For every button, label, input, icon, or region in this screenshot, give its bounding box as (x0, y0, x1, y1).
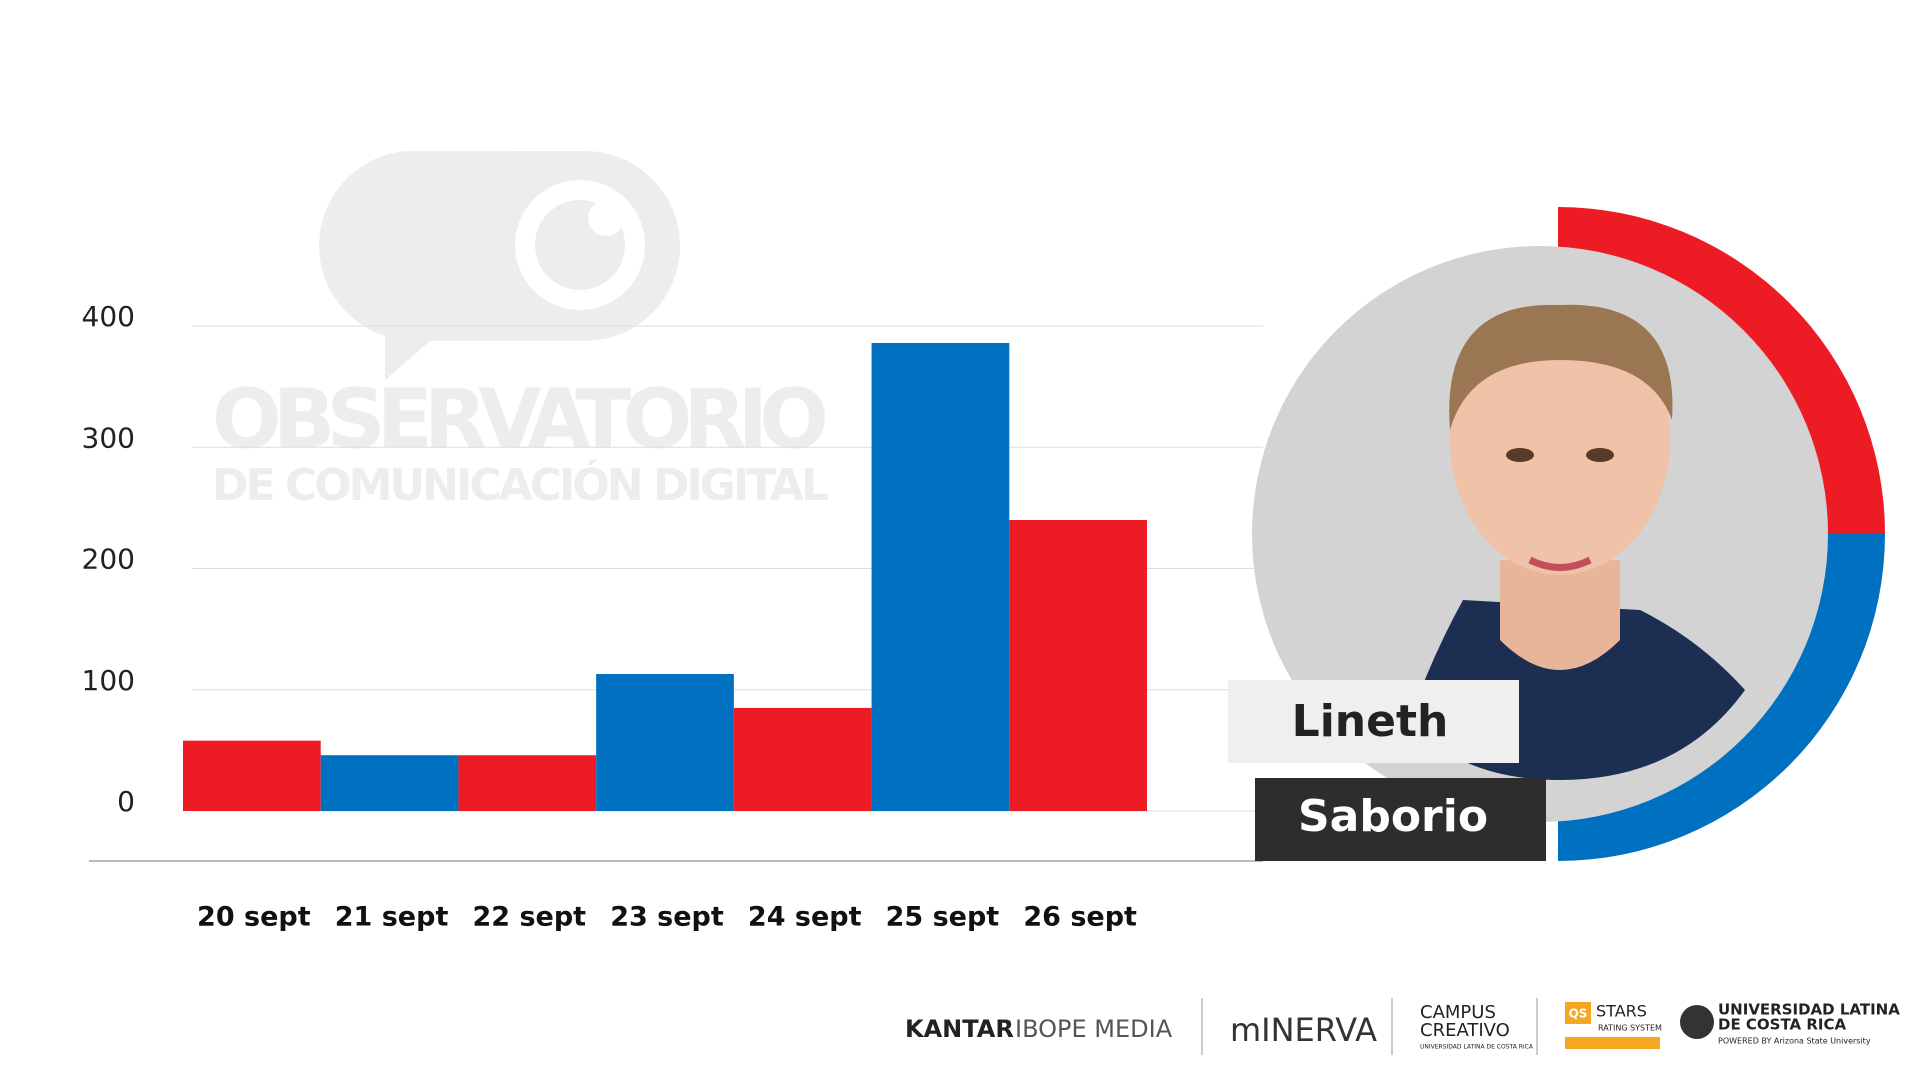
logo-creativo: CREATIVO (1420, 1020, 1510, 1041)
bar (320, 755, 459, 811)
bar (596, 673, 734, 811)
first-name: Lineth (1292, 696, 1449, 747)
portrait-eye (1586, 448, 1614, 462)
x-tick-label: 23 sept (610, 902, 724, 933)
logo-rating: RATING SYSTEM (1598, 1024, 1662, 1033)
footer: KANTAR IBOPE MEDIA mINERVA CAMPUS CREATI… (905, 998, 1900, 1055)
logo-kantar: KANTAR (905, 1015, 1014, 1043)
y-tick-label: 400 (82, 300, 135, 333)
logo-qs: QS (1569, 1007, 1588, 1021)
logo-powered: POWERED BY Arizona State University (1718, 1037, 1871, 1046)
watermark-glint (588, 200, 624, 236)
logo-ibope: IBOPE MEDIA (1015, 1015, 1173, 1043)
qs-stars-bar (1565, 1037, 1660, 1049)
y-tick-label: 300 (82, 421, 135, 454)
portrait-neck (1500, 560, 1620, 670)
plot: 0 100 200 300 400 20 sept 21 sept 22 sept 23 sep… (82, 300, 1263, 933)
watermark: OBSERVATORIO DE COMUNICACIÓN DIGITAL (212, 151, 829, 511)
portrait: Lineth Saborio (1228, 207, 1885, 861)
watermark-subtitle: DE COMUNICACIÓN DIGITAL (212, 458, 829, 511)
watermark-title: OBSERVATORIO (212, 372, 829, 467)
logo-campus-sub: UNIVERSIDAD LATINA DE COSTA RICA (1420, 1044, 1534, 1051)
y-tick-label: 100 (82, 664, 135, 697)
bar (458, 755, 597, 811)
x-tick-label: 24 sept (748, 902, 862, 933)
ulatina-globe (1680, 1005, 1714, 1039)
x-tick-label: 22 sept (472, 902, 586, 933)
x-tick-label: 25 sept (886, 902, 1000, 933)
bar (871, 342, 1010, 811)
y-tick-label: 200 (82, 543, 135, 576)
y-tick-label: 0 (117, 785, 135, 818)
last-name: Saborio (1298, 791, 1488, 842)
last-name-box (1255, 778, 1546, 861)
logo-minerva: mINERVA (1230, 1011, 1377, 1049)
bar (1009, 520, 1147, 811)
x-tick-label: 21 sept (335, 902, 449, 933)
qs-badge (1565, 1002, 1591, 1024)
logo-stars: STARS (1596, 1002, 1647, 1021)
portrait-mouth (1528, 556, 1592, 571)
portrait-eye (1506, 448, 1534, 462)
bar (733, 707, 872, 811)
logo-ulatina-1: UNIVERSIDAD LATINA (1718, 1001, 1900, 1019)
x-tick-label: 26 sept (1023, 902, 1137, 933)
logo-ulatina-2: DE COSTA RICA (1718, 1016, 1847, 1034)
first-name-box (1228, 680, 1519, 763)
bar (183, 740, 321, 811)
portrait-hair (1449, 304, 1673, 430)
logo-campus: CAMPUS (1420, 1002, 1496, 1023)
x-tick-label: 20 sept (197, 902, 311, 933)
portrait-face (1450, 305, 1670, 575)
